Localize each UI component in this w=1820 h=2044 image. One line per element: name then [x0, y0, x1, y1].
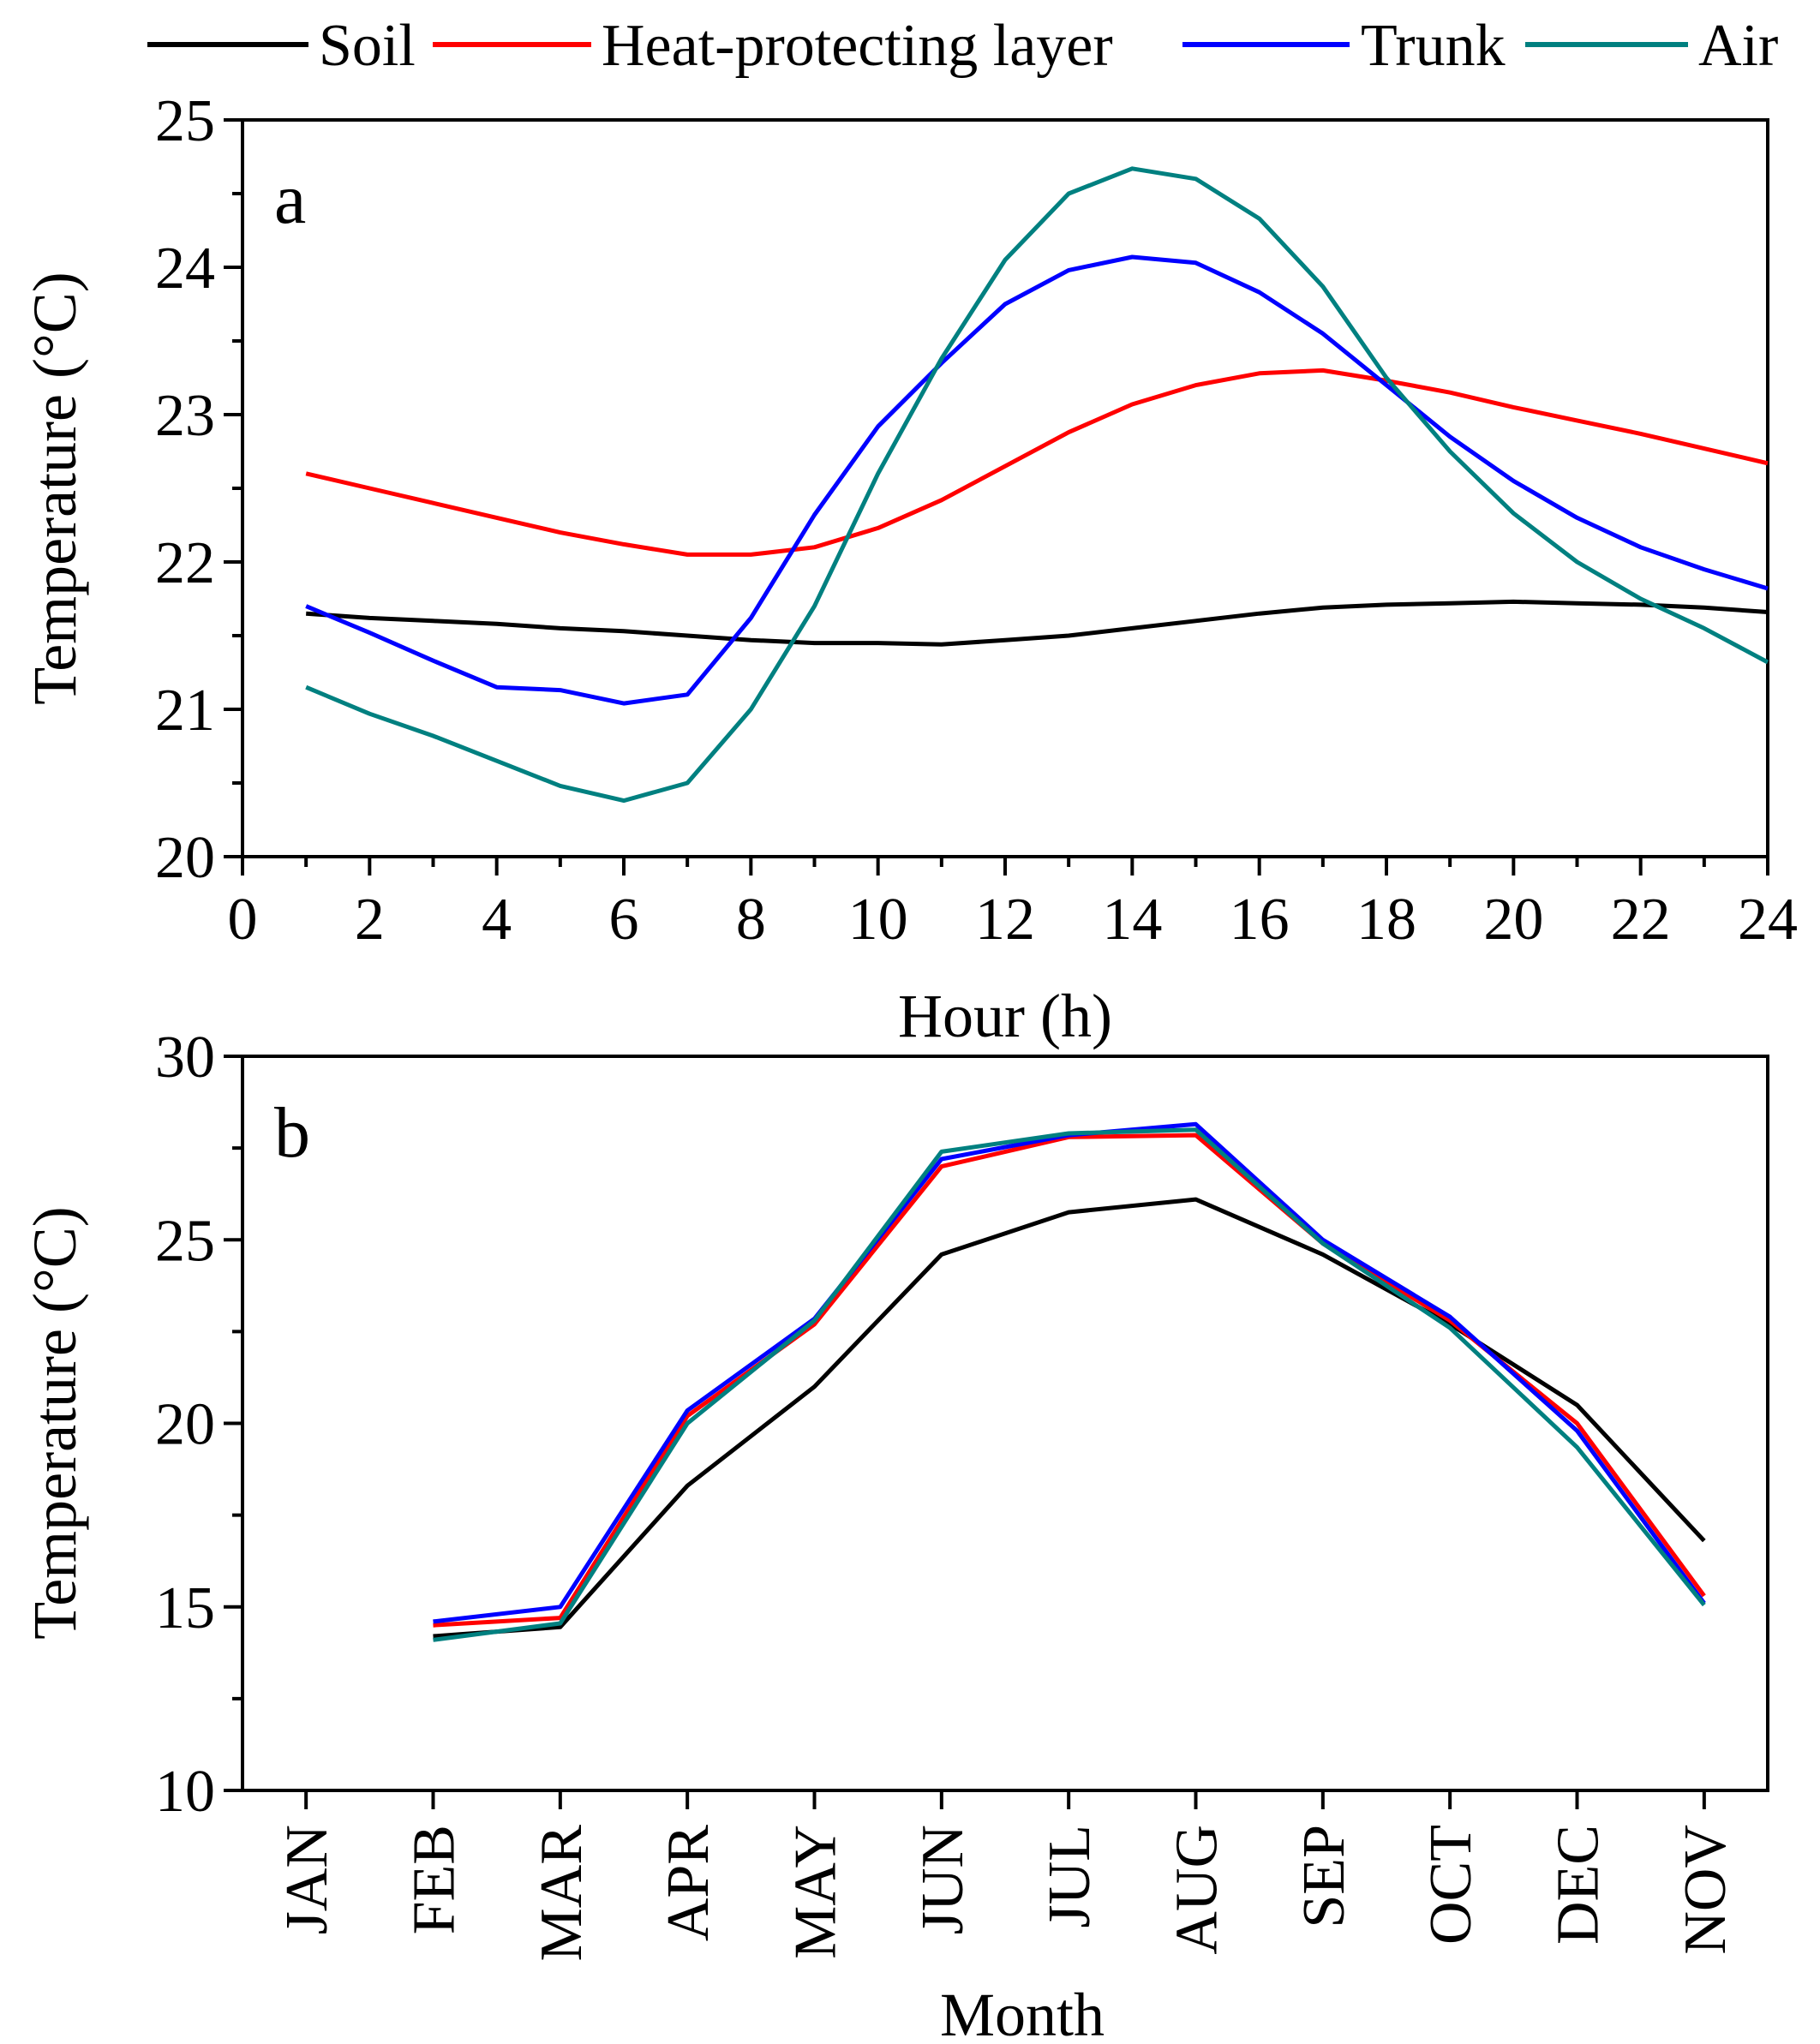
panel-b-frame — [241, 1055, 1769, 1792]
a-y-tick-label: 20 — [155, 825, 215, 891]
panel-b-lines — [433, 1121, 1706, 1642]
b-x-tick-label: JUN — [910, 1825, 976, 1934]
b-x-tick-label: SEP — [1291, 1825, 1357, 1928]
b-series-heat-protecting-layer — [433, 1133, 1706, 1628]
a-x-tick-label: 18 — [1356, 887, 1416, 953]
panel-a-label: a — [274, 159, 306, 239]
a-x-tick-label: 6 — [609, 887, 639, 953]
b-x-tick-label: DEC — [1546, 1825, 1612, 1945]
a-x-tick-label: 10 — [848, 887, 908, 953]
b-x-tick-label: OCT — [1418, 1825, 1484, 1945]
a-x-tick-label: 16 — [1230, 887, 1290, 953]
panel-a-y-axis-title: Temperature (°C) — [21, 272, 89, 705]
panel-b: JAN FEB MAR APR MAY JUN JUL AUG SEP OCT DEC NOV 10 15… — [21, 1025, 1769, 2044]
b-y-tick-label: 15 — [155, 1575, 215, 1641]
panel-b-x-axis-title: Month — [940, 1981, 1105, 2044]
legend: Soil Heat-protecting layer Trunk Air — [147, 13, 1778, 79]
a-series-heat-protecting-layer — [305, 368, 1769, 557]
panel-b-ticks: JAN FEB MAR APR MAY JUN JUL AUG SEP OCT DEC NOV 10 15… — [155, 1025, 1739, 1961]
a-x-tick-label: 12 — [975, 887, 1035, 953]
a-y-tick-label: 22 — [155, 530, 215, 596]
b-x-tick-label: JUL — [1037, 1825, 1103, 1928]
b-x-tick-label: MAR — [529, 1825, 595, 1962]
b-series-air — [433, 1127, 1706, 1642]
a-x-tick-label: 2 — [355, 887, 385, 953]
legend-label-air: Air — [1698, 13, 1778, 79]
b-y-tick-label: 25 — [155, 1208, 215, 1274]
panel-b-label: b — [274, 1093, 310, 1173]
b-x-tick-label: APR — [656, 1825, 721, 1941]
b-series-trunk — [433, 1121, 1706, 1624]
b-series-soil — [433, 1197, 1706, 1639]
a-series-soil — [306, 599, 1769, 647]
a-x-tick-label: 20 — [1483, 887, 1543, 953]
a-x-tick-label: 0 — [228, 887, 258, 953]
a-y-tick-label: 21 — [155, 678, 215, 744]
panel-a-lines — [305, 166, 1769, 804]
a-x-tick-label: 14 — [1102, 887, 1162, 953]
a-y-tick-label: 24 — [155, 236, 215, 302]
b-x-tick-label: NOV — [1673, 1825, 1739, 1955]
legend-label-trunk: Trunk — [1361, 13, 1506, 79]
a-x-tick-label: 8 — [736, 887, 766, 953]
b-y-tick-label: 30 — [155, 1025, 215, 1091]
b-x-tick-label: FEB — [402, 1825, 468, 1934]
b-x-tick-label: AUG — [1164, 1825, 1230, 1955]
legend-label-soil: Soil — [319, 13, 416, 79]
a-x-tick-label: 4 — [482, 887, 512, 953]
b-y-tick-label: 10 — [155, 1759, 215, 1825]
a-series-air — [305, 166, 1769, 804]
a-y-tick-label: 23 — [155, 383, 215, 449]
b-y-tick-label: 20 — [155, 1392, 215, 1458]
b-x-tick-label: MAY — [783, 1825, 849, 1959]
a-series-trunk — [305, 254, 1769, 706]
panel-a-x-axis-title: Hour (h) — [898, 982, 1112, 1050]
b-x-tick-label: JAN — [274, 1825, 340, 1934]
a-x-tick-label: 22 — [1611, 887, 1671, 953]
panel-b-y-axis-title: Temperature (°C) — [21, 1206, 89, 1640]
a-x-tick-label: 24 — [1738, 887, 1798, 953]
a-y-tick-label: 25 — [155, 88, 215, 154]
panel-a-frame — [241, 118, 1769, 858]
legend-label-heat-protecting-layer: Heat-protecting layer — [602, 13, 1113, 79]
